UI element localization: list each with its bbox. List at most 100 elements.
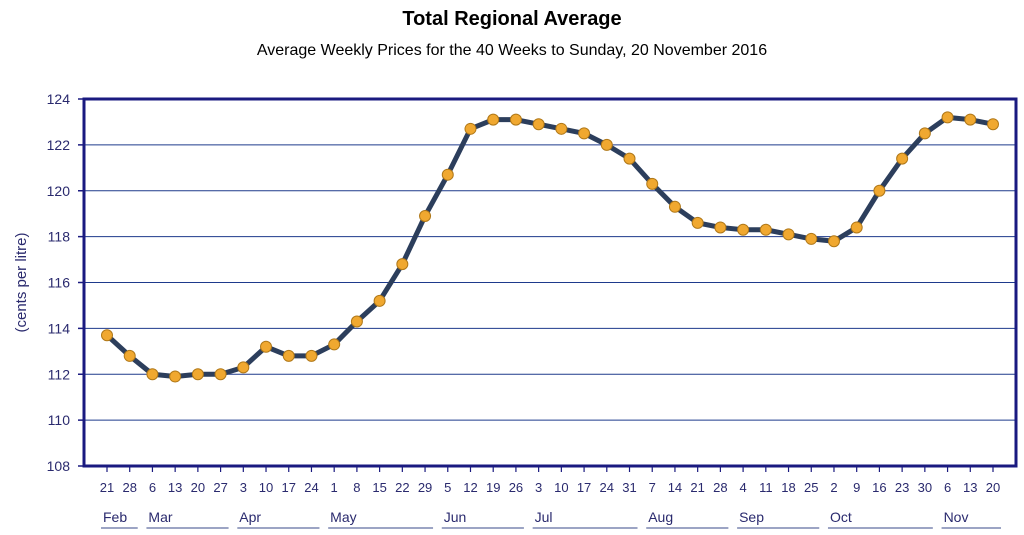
data-point — [237, 361, 250, 374]
x-tick-label: 30 — [918, 480, 932, 495]
x-tick-label: 11 — [759, 480, 773, 495]
x-tick-label: 14 — [668, 480, 682, 495]
x-tick-label: 20 — [191, 480, 205, 495]
data-point — [964, 113, 977, 126]
data-point — [759, 223, 772, 236]
month-label: Oct — [830, 509, 852, 525]
data-point — [328, 338, 341, 351]
x-tick-label: 20 — [986, 480, 1000, 495]
data-point — [532, 118, 545, 131]
data-point — [101, 329, 113, 342]
x-tick-label: 6 — [944, 480, 951, 495]
x-tick-label: 27 — [213, 480, 227, 495]
y-tick-label: 124 — [47, 91, 71, 107]
grid-lines — [84, 98, 1016, 467]
y-axis-label: (cents per litre) — [13, 232, 30, 332]
x-tick-label: 21 — [100, 480, 114, 495]
y-tick-label: 118 — [48, 229, 71, 245]
x-tick-label: 31 — [622, 480, 636, 495]
month-label: Jun — [444, 509, 467, 525]
series-line — [104, 114, 996, 380]
x-tick-label: 19 — [486, 480, 500, 495]
month-label: Feb — [103, 509, 127, 525]
x-tick-label: 10 — [259, 480, 273, 495]
data-point — [282, 349, 295, 362]
month-label: Apr — [239, 509, 261, 525]
x-tick-label: 28 — [713, 480, 727, 495]
data-point — [668, 200, 681, 213]
chart-title: Total Regional Average — [402, 8, 622, 30]
y-tick-label: 108 — [47, 458, 71, 474]
data-point — [805, 232, 818, 245]
x-tick-label: 17 — [577, 480, 591, 495]
data-point — [146, 368, 159, 381]
data-point — [123, 349, 136, 362]
x-tick-label: 5 — [444, 480, 451, 495]
data-point — [782, 228, 795, 241]
x-tick-label: 13 — [963, 480, 977, 495]
x-tick-label: 28 — [122, 480, 136, 495]
month-label: Nov — [944, 509, 969, 525]
data-point — [987, 118, 999, 131]
month-label: Aug — [648, 509, 673, 525]
y-tick-label: 112 — [48, 366, 71, 382]
data-point — [191, 368, 204, 381]
x-tick-label: 25 — [804, 480, 818, 495]
month-labels: Feb Mar Apr May Jun Jul Aug Sep Oct Nov — [101, 509, 1001, 529]
month-label: Mar — [148, 509, 172, 525]
data-point — [396, 258, 409, 271]
data-point — [737, 223, 750, 236]
y-tick-label: 114 — [48, 320, 71, 336]
y-tick-labels: 108 110 112 114 116 118 120 122 124 — [47, 91, 84, 474]
chart-subtitle: Average Weekly Prices for the 40 Weeks t… — [256, 42, 768, 59]
x-tick-label: 24 — [304, 480, 318, 495]
data-point — [623, 152, 636, 165]
data-point — [260, 340, 273, 353]
x-tick-label: 12 — [463, 480, 477, 495]
x-tick-label: 10 — [554, 480, 568, 495]
y-tick-label: 122 — [47, 137, 71, 153]
x-tick-label: 16 — [872, 480, 886, 495]
x-tick-label: 21 — [690, 480, 704, 495]
data-point — [464, 122, 477, 135]
data-point — [918, 127, 931, 140]
x-tick-label: 3 — [535, 480, 542, 495]
y-tick-label: 120 — [47, 183, 71, 199]
x-tick-label: 17 — [282, 480, 296, 495]
data-point — [419, 209, 432, 222]
data-point — [373, 294, 386, 307]
x-tick-labels: 21 28 6 13 20 27 3 10 17 24 1 8 15 22 29 5 12 19 26 3 10 17 24… — [100, 466, 1000, 495]
data-point — [350, 315, 363, 328]
data-point — [646, 177, 659, 190]
data-point — [691, 216, 704, 229]
month-label: May — [330, 509, 356, 525]
x-tick-label: 1 — [331, 480, 338, 495]
y-tick-label: 116 — [48, 275, 71, 291]
x-tick-label: 7 — [649, 480, 656, 495]
data-point — [714, 221, 727, 234]
x-tick-label: 22 — [395, 480, 409, 495]
x-tick-label: 8 — [353, 480, 360, 495]
data-point — [214, 368, 227, 381]
data-point — [487, 113, 500, 126]
data-point — [578, 127, 591, 140]
month-label: Sep — [739, 509, 764, 525]
x-tick-label: 9 — [853, 480, 860, 495]
x-tick-label: 15 — [372, 480, 386, 495]
data-point — [850, 221, 863, 234]
data-point — [896, 152, 909, 165]
x-tick-label: 13 — [168, 480, 182, 495]
data-point — [169, 370, 182, 383]
data-point — [441, 168, 454, 181]
x-tick-label: 3 — [240, 480, 247, 495]
x-tick-label: 18 — [781, 480, 795, 495]
x-tick-label: 24 — [600, 480, 614, 495]
y-tick-label: 110 — [48, 412, 71, 428]
data-point — [827, 235, 840, 248]
data-point — [509, 113, 522, 126]
month-label: Jul — [535, 509, 553, 525]
series-layer — [101, 111, 999, 383]
data-point — [873, 184, 886, 197]
